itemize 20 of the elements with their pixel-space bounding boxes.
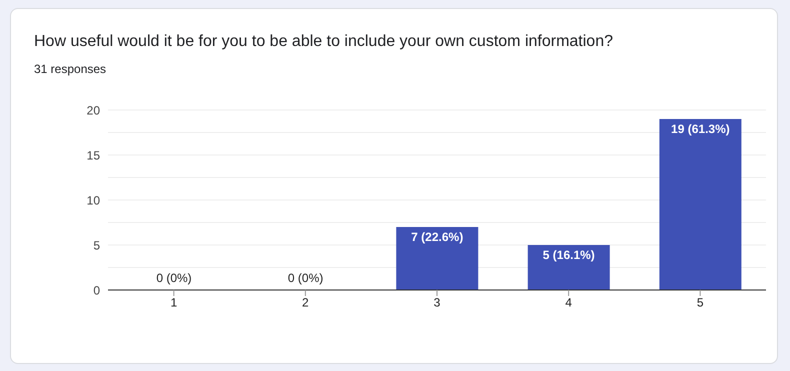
x-tick-label: 2 <box>302 296 310 310</box>
data-label: 19 (61.3%) <box>671 122 730 136</box>
data-label: 0 (0%) <box>156 271 192 285</box>
data-label: 7 (22.6%) <box>411 230 464 244</box>
y-tick-label: 5 <box>93 238 100 252</box>
bar <box>396 227 478 290</box>
bar <box>659 119 742 290</box>
x-tick-label: 5 <box>696 296 704 310</box>
data-label: 0 (0%) <box>288 271 324 285</box>
x-tick-label: 4 <box>565 296 572 310</box>
y-tick-label: 0 <box>93 283 100 298</box>
y-tick-label: 10 <box>86 193 100 208</box>
x-tick-label: 1 <box>170 296 178 310</box>
x-tick-label: 3 <box>434 296 441 310</box>
chart-subtitle: 31 responses <box>34 62 106 76</box>
y-tick-label: 20 <box>86 103 100 118</box>
chart-title: How useful would it be for you to be able to include your own custom information? <box>34 33 613 51</box>
data-label: 5 (16.1%) <box>542 248 595 262</box>
y-tick-label: 15 <box>86 148 100 162</box>
bar <box>528 245 610 290</box>
